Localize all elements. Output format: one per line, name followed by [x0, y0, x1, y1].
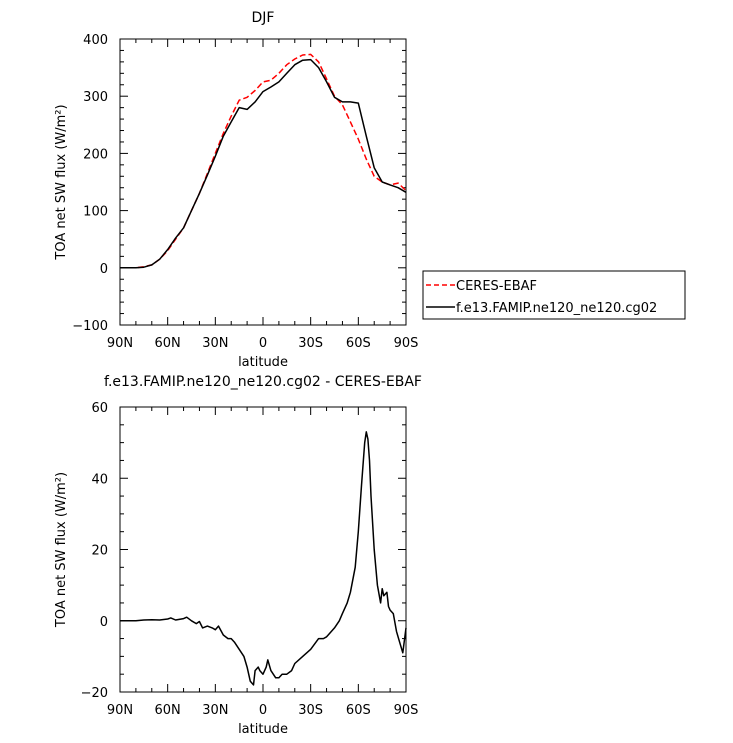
bottom-panel: f.e13.FAMIP.ne120_ne120.cg02 - CERES-EBA…: [54, 374, 422, 737]
top-y-tick-label: 300: [83, 90, 108, 105]
top-x-tick-label: 60N: [155, 336, 181, 351]
top-series-line-1: [120, 58, 407, 269]
top-y-tick-label: −100: [72, 319, 108, 334]
legend: CERES-EBAF f.e13.FAMIP.ne120_ne120.cg02: [422, 270, 686, 320]
top-x-tick-label: 60S: [346, 336, 371, 351]
bot-x-tick-label: 30S: [298, 703, 323, 718]
bot-x-tick-label: 30N: [202, 703, 228, 718]
top-x-tick-label: 90S: [394, 336, 419, 351]
top-y-tick-label: 0: [100, 262, 108, 277]
top-chart-title: DJF: [252, 10, 275, 26]
top-x-tick-label: 30N: [202, 336, 228, 351]
bottom-plot-frame: [119, 406, 407, 693]
bot-y-tick-label: 60: [91, 401, 108, 416]
legend-box: [422, 270, 686, 320]
bot-y-tick-label: 0: [100, 615, 108, 630]
top-y-tick-label: 200: [83, 147, 108, 162]
bot-y-tick-label: −20: [81, 686, 108, 701]
top-x-axis-label: latitude: [238, 355, 288, 370]
bottom-chart-title: f.e13.FAMIP.ne120_ne120.cg02 - CERES-EBA…: [104, 374, 422, 390]
top-series-line-0: [120, 53, 407, 269]
bot-series-line-0: [120, 431, 407, 686]
legend-label-model: f.e13.FAMIP.ne120_ne120.cg02: [456, 301, 657, 316]
top-x-tick-label: 90N: [107, 336, 133, 351]
bot-x-tick-label: 0: [259, 703, 267, 718]
top-x-tick-label: 0: [259, 336, 267, 351]
bottom-y-axis-label: TOA net SW flux (W/m²): [54, 472, 69, 628]
top-y-tick-label: 100: [83, 205, 108, 220]
bot-x-tick-label: 90N: [107, 703, 133, 718]
bot-y-tick-label: 20: [91, 544, 108, 559]
top-panel: DJF TOA net SW flux (W/m²) latitude 90N 6…: [54, 10, 418, 370]
top-y-axis-label: TOA net SW flux (W/m²): [54, 104, 69, 260]
top-y-tick-label: 400: [83, 33, 108, 48]
top-x-tick-label: 30S: [298, 336, 323, 351]
top-axis-ticks: 90N 60N 30N 0 30S 60S 90S −100 0 100 200 300 400: [72, 33, 418, 351]
bot-y-tick-label: 40: [91, 472, 108, 487]
top-plot-frame: [119, 38, 407, 326]
top-series-lines: [120, 53, 407, 269]
bot-x-tick-label: 90S: [394, 703, 419, 718]
legend-label-ceres: CERES-EBAF: [456, 279, 537, 294]
bottom-axis-ticks: 90N 60N 30N 0 30S 60S 90S −20 0 20 40 60: [81, 401, 419, 718]
bot-x-tick-label: 60N: [155, 703, 181, 718]
bottom-x-axis-label: latitude: [238, 722, 288, 737]
bot-x-tick-label: 60S: [346, 703, 371, 718]
bottom-series-lines: [120, 431, 407, 686]
